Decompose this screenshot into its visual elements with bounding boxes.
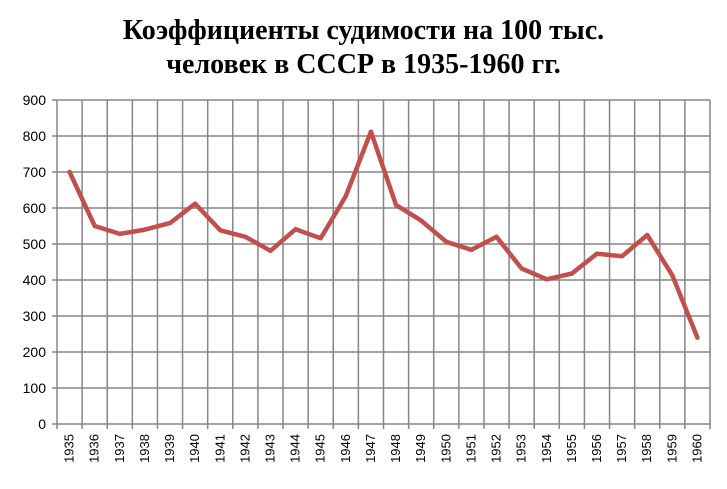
x-tick-label: 1949: [413, 434, 428, 463]
y-tick-label: 0: [38, 416, 46, 432]
data-point: [444, 239, 449, 245]
x-tick-label: 1953: [514, 434, 529, 463]
data-point: [569, 271, 575, 276]
data-point: [645, 232, 650, 238]
x-tick-label: 1945: [313, 434, 328, 463]
x-tick-label: 1938: [137, 434, 152, 463]
chart-title-line-1: Коэффициенты судимости на 100 тыс.: [122, 15, 605, 46]
x-tick-label: 1946: [338, 434, 353, 463]
chart-title-line-2: человек в СССР в 1935-1960 гг.: [166, 49, 561, 80]
data-point: [167, 220, 173, 226]
x-tick-label: 1935: [62, 434, 77, 463]
series-line: [67, 129, 700, 340]
x-tick-label: 1944: [288, 434, 303, 463]
x-tick-label: 1942: [237, 434, 252, 463]
data-point: [544, 277, 549, 282]
x-tick-label: 1951: [463, 434, 478, 463]
data-point: [393, 202, 399, 208]
data-point: [594, 251, 600, 256]
data-point: [619, 254, 625, 259]
x-tick-label: 1947: [363, 434, 378, 463]
x-tick-label: 1948: [388, 434, 403, 463]
x-tick-label: 1943: [262, 434, 277, 463]
data-point: [243, 234, 248, 239]
data-point: [670, 273, 675, 278]
data-point: [519, 266, 524, 271]
x-tick-label: 1955: [564, 434, 579, 463]
y-tick-label: 300: [23, 308, 47, 324]
data-point: [418, 218, 424, 223]
x-tick-label: 1956: [589, 434, 604, 463]
y-tick-label: 800: [23, 128, 47, 144]
y-axis-tick-labels: 0 100 200 300 400 500 600 700 800 900: [23, 92, 47, 432]
data-point: [368, 129, 374, 134]
y-tick-label: 400: [23, 272, 47, 288]
axes: [52, 99, 711, 429]
x-tick-label: 1939: [162, 434, 177, 463]
x-tick-label: 1950: [438, 434, 453, 463]
data-point: [469, 247, 474, 252]
y-tick-label: 700: [23, 164, 47, 180]
y-tick-label: 500: [23, 236, 47, 252]
data-point: [218, 228, 223, 233]
data-point: [142, 227, 148, 232]
data-point: [494, 234, 499, 239]
x-tick-label: 1941: [212, 434, 227, 463]
chart-title: Коэффициенты судимости на 100 тыс. челов…: [0, 14, 727, 82]
x-tick-label: 1959: [664, 434, 679, 463]
x-axis-tick-labels: 1935 1936 1937 1938 1939 1940 1941 1942 1943 1944…: [62, 434, 705, 463]
data-point: [318, 236, 323, 241]
grid-lines: [57, 99, 711, 424]
data-point: [117, 231, 122, 237]
x-tick-label: 1937: [112, 434, 127, 463]
x-tick-label: 1940: [187, 434, 202, 463]
x-tick-label: 1958: [639, 434, 654, 463]
data-point: [268, 248, 273, 254]
series-layer: [67, 129, 700, 340]
x-tick-label: 1936: [87, 434, 102, 463]
y-tick-label: 600: [23, 200, 47, 216]
data-point: [695, 335, 700, 340]
x-tick-label: 1952: [489, 434, 504, 463]
y-tick-label: 100: [23, 380, 47, 396]
data-point: [92, 223, 97, 229]
data-point: [343, 193, 349, 199]
data-point: [192, 201, 198, 206]
x-tick-label: 1960: [689, 434, 704, 463]
x-tick-label: 1954: [539, 434, 554, 463]
x-tick-label: 1957: [614, 434, 629, 463]
data-point: [67, 169, 72, 175]
y-tick-label: 200: [23, 344, 47, 360]
y-tick-label: 900: [23, 92, 47, 108]
data-point: [293, 227, 298, 232]
